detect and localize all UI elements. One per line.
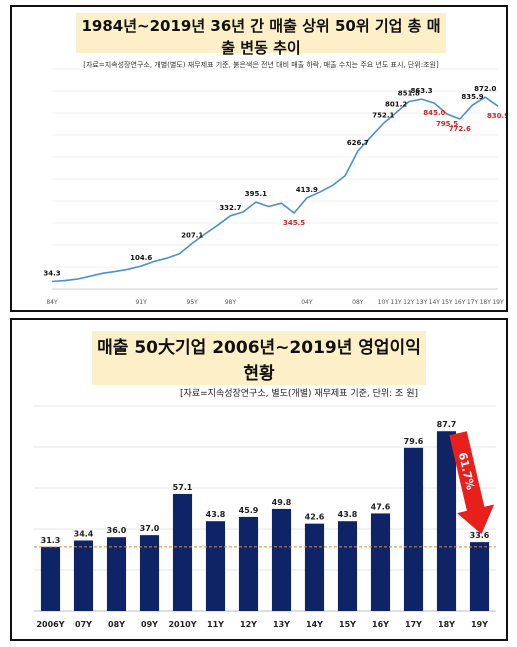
bar-value-label: 33.6: [470, 531, 490, 540]
data-label: 845.0: [423, 109, 445, 117]
bar-value-label: 79.6: [404, 437, 424, 446]
bar-value-label: 57.1: [173, 483, 193, 492]
bar-value-label: 43.8: [338, 510, 358, 519]
data-label: 772.6: [449, 125, 471, 133]
data-label: 207.1: [181, 231, 203, 239]
x-tick-label: 16Y: [454, 299, 466, 306]
data-label: 851.8: [398, 90, 420, 98]
chart-title: 1984년~2019년 36년 간 매출 상위 50위 기업 총 매출 변동 추…: [81, 17, 441, 57]
bar-value-label: 42.6: [305, 513, 325, 522]
bar: [337, 521, 358, 611]
x-tick-label: 14Y: [429, 299, 441, 306]
x-tick-label: 19Y: [492, 299, 504, 306]
bar: [370, 513, 391, 611]
bar: [73, 540, 94, 611]
x-tick-label: 16Y: [372, 620, 389, 629]
data-label: 413.9: [296, 186, 318, 194]
data-label: 795.5: [436, 120, 458, 128]
chart-title-box: 매출 50大기업 2006년~2019년 영업이익 현황 [자료=지속성장연구소…: [92, 331, 426, 399]
bar-value-label: 49.8: [272, 498, 292, 507]
bar: [436, 431, 457, 611]
data-label: 626.7: [347, 139, 369, 147]
bar-value-label: 37.0: [140, 524, 160, 533]
bar: [139, 535, 160, 611]
data-label: 332.7: [219, 204, 241, 212]
x-tick-label: 13Y: [273, 620, 290, 629]
x-tick-label: 15Y: [441, 299, 453, 306]
x-tick-label: 15Y: [339, 620, 356, 629]
chart-title: 매출 50大기업 2006년~2019년 영업이익 현황: [97, 338, 421, 384]
x-tick-label: 04Y: [301, 299, 313, 306]
x-tick-label: 19Y: [471, 620, 488, 629]
drop-arrow: [449, 431, 495, 535]
data-label: 830.9: [487, 112, 506, 120]
series-line: [51, 96, 499, 283]
x-tick-label: 14Y: [306, 620, 323, 629]
chart-panel-profit: 매출 50大기업 2006년~2019년 영업이익 현황 [자료=지속성장연구소…: [10, 318, 508, 641]
x-tick-label: 18Y: [438, 620, 455, 629]
data-label: 395.1: [245, 190, 267, 198]
x-tick-label: 84Y: [46, 299, 58, 306]
x-tick-label: 13Y: [416, 299, 428, 306]
bar-value-label: 87.7: [437, 420, 457, 429]
chart-title-box: 1984년~2019년 36년 간 매출 상위 50위 기업 총 매출 변동 추…: [76, 13, 446, 69]
x-tick-label: 17Y: [405, 620, 422, 629]
x-tick-label: 12Y: [240, 620, 257, 629]
bar-value-label: 36.0: [107, 526, 127, 535]
x-tick-label: 08Y: [108, 620, 125, 629]
x-tick-label: 2006Y: [36, 620, 64, 629]
x-tick-label: 07Y: [75, 620, 92, 629]
data-label: 34.3: [43, 269, 60, 277]
x-tick-label: 11Y: [390, 299, 402, 306]
bar: [304, 523, 325, 611]
x-tick-label: 95Y: [187, 299, 199, 306]
x-tick-label: 98Y: [225, 299, 237, 306]
chart-subtitle: [자료=지속성장연구소, 개별(별도) 재무제표 기준, 붉은색은 전년 대비 …: [83, 61, 439, 69]
data-label: 835.9: [461, 93, 483, 101]
x-tick-label: 17Y: [467, 299, 479, 306]
data-label: 104.6: [130, 254, 152, 262]
bar-value-label: 31.3: [41, 536, 61, 545]
bar-value-label: 45.9: [239, 506, 259, 515]
bar: [205, 521, 226, 611]
data-label: 863.3: [410, 87, 432, 95]
x-tick-label: 11Y: [207, 620, 224, 629]
x-tick-label: 18Y: [480, 299, 492, 306]
bar: [172, 493, 193, 611]
chart-panel-sales: 1984년~2019년 36년 간 매출 상위 50위 기업 총 매출 변동 추…: [10, 5, 508, 312]
bar: [40, 546, 61, 611]
bar: [271, 508, 292, 611]
data-label: 801.2: [385, 101, 407, 109]
x-tick-label: 08Y: [352, 299, 364, 306]
x-tick-label: 12Y: [403, 299, 415, 306]
bar-value-label: 34.4: [74, 529, 94, 538]
x-tick-label: 2010Y: [168, 620, 196, 629]
data-label: 752.1: [372, 112, 394, 120]
bar: [403, 447, 424, 611]
data-label: 872.0: [474, 85, 496, 93]
data-label: 345.5: [283, 219, 305, 227]
x-tick-label: 10Y: [378, 299, 390, 306]
bar-value-label: 43.8: [206, 510, 226, 519]
bar-chart: 31.3 2006Y 34.4 07Y 36.0 08Y 37.0 09Y 57.1 2010Y 4…: [34, 405, 496, 629]
line-chart: 34.3 104.6 207.1 332.7 395.1 345.5 413.9 626.7 7…: [43, 68, 506, 306]
x-tick-label: 09Y: [141, 620, 158, 629]
bar: [238, 516, 259, 611]
chart-subtitle: [자료=지속성장연구소, 별도(개별) 재무제표 기준, 단위: 조 원]: [180, 389, 418, 399]
bar: [469, 542, 490, 611]
bar-value-label: 47.6: [371, 502, 391, 511]
x-tick-label: 91Y: [136, 299, 148, 306]
bar: [106, 537, 127, 611]
